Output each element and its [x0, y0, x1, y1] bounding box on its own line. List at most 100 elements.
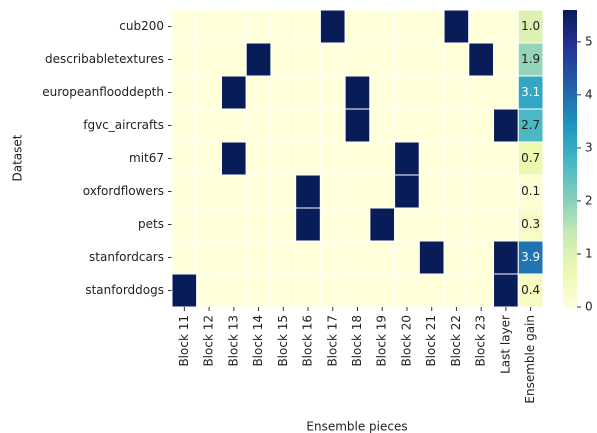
heatmap-cell — [245, 207, 272, 242]
x-axis-label: Ensemble pieces — [306, 420, 407, 433]
heatmap-cell — [418, 42, 445, 77]
heatmap-cell — [394, 9, 420, 44]
heatmap-cell — [319, 9, 346, 44]
colorbar-tick-label: 4 — [585, 87, 593, 101]
colorbar-segment — [563, 84, 577, 88]
heatmap-cell — [295, 240, 321, 275]
heatmap-cell — [245, 42, 272, 77]
colorbar-segment — [563, 113, 577, 117]
colorbar-segment — [563, 208, 577, 211]
y-tick-label: europeanflooddepth — [42, 85, 164, 99]
colorbar-segment — [563, 240, 577, 244]
heatmap-cell — [344, 42, 371, 77]
colorbar-segment — [563, 279, 577, 283]
heatmap-cell — [443, 42, 470, 77]
colorbar-tick-label: 3 — [585, 140, 593, 154]
heatmap-cell — [369, 174, 396, 209]
colorbar-segment — [563, 250, 577, 254]
heatmap-cell — [493, 273, 519, 308]
colorbar-segment — [563, 195, 577, 199]
colorbar-segment — [563, 160, 577, 164]
colorbar-segment — [563, 269, 577, 273]
cell-label: 0.4 — [521, 283, 540, 297]
heatmap-cell — [270, 141, 297, 176]
colorbar-segment — [563, 292, 577, 296]
colorbar-segment — [563, 255, 577, 258]
colorbar-segment — [563, 86, 577, 90]
colorbar-segment — [563, 304, 577, 308]
colorbar-segment — [563, 12, 577, 16]
heatmap-cell — [295, 108, 321, 143]
heatmap-cell — [220, 42, 247, 77]
colorbar-segment — [563, 116, 577, 120]
colorbar-segment — [563, 22, 577, 26]
x-tick-label: Block 23 — [474, 315, 488, 367]
heatmap-cell — [369, 273, 396, 308]
heatmap-cell — [220, 207, 247, 242]
colorbar-segment — [563, 289, 577, 293]
heatmap-cell — [418, 75, 445, 110]
x-tick-label: Block 19 — [375, 315, 389, 367]
y-tick-label: pets — [138, 217, 164, 231]
heatmap-cell — [270, 42, 297, 77]
heatmap-cell — [270, 207, 297, 242]
colorbar-segment — [563, 237, 577, 241]
heatmap-cell — [493, 240, 519, 275]
colorbar-segment — [563, 183, 577, 187]
colorbar-segment — [563, 47, 577, 51]
heatmap-cell — [295, 207, 321, 242]
x-tick-label: Block 20 — [399, 315, 413, 367]
heatmap-cell — [270, 75, 297, 110]
colorbar-segment — [563, 10, 577, 13]
heatmap-cell — [270, 240, 297, 275]
colorbar-segment — [563, 29, 577, 33]
colorbar-segment — [563, 133, 577, 137]
heatmap-cell — [443, 207, 470, 242]
colorbar-segment — [563, 96, 577, 100]
colorbar-segment — [563, 230, 577, 234]
heatmap-cell — [493, 75, 519, 110]
heatmap-cell — [171, 174, 198, 209]
colorbar-segment — [563, 39, 577, 43]
x-tick-label: Ensemble gain — [523, 315, 537, 404]
x-tick-label: Block 17 — [325, 315, 339, 367]
colorbar-segment — [563, 52, 577, 56]
heatmap-cell — [319, 207, 346, 242]
heatmap-cell — [394, 174, 420, 209]
heatmap-cell — [394, 42, 420, 77]
x-tick-label: Block 22 — [449, 315, 463, 367]
heatmap-cell — [394, 273, 420, 308]
heatmap-cell — [517, 141, 544, 176]
heatmap-cell — [344, 108, 371, 143]
heatmap-cell — [443, 240, 470, 275]
heatmap-cell — [344, 207, 371, 242]
colorbar-segment — [563, 49, 577, 53]
heatmap-cell — [468, 9, 495, 44]
colorbar-segment — [563, 19, 577, 23]
heatmap-cell — [468, 75, 495, 110]
colorbar-segment — [563, 89, 577, 93]
heatmap-cell — [418, 108, 445, 143]
heatmap-cell — [517, 273, 544, 308]
colorbar-segment — [563, 54, 577, 58]
heatmap-cell — [443, 174, 470, 209]
colorbar-segment — [563, 178, 577, 182]
heatmap-cell — [418, 240, 445, 275]
heatmap-cell — [468, 273, 495, 308]
heatmap-cell — [369, 42, 396, 77]
heatmap-cell — [196, 174, 222, 209]
colorbar-segment — [563, 215, 577, 219]
heatmap-cell — [493, 207, 519, 242]
heatmap-cell — [493, 108, 519, 143]
colorbar-tick-label: 1 — [585, 246, 593, 260]
colorbar-segment — [563, 225, 577, 229]
colorbar-segment — [563, 42, 577, 46]
y-tick-label: stanforddogs — [85, 283, 164, 297]
heatmap-cell — [418, 207, 445, 242]
cell-label: 1.0 — [521, 19, 540, 33]
colorbar-segment — [563, 44, 577, 48]
colorbar-segment — [563, 121, 577, 125]
heatmap-cell — [344, 9, 371, 44]
colorbar-segment — [563, 284, 577, 288]
heatmap-cell — [196, 9, 222, 44]
